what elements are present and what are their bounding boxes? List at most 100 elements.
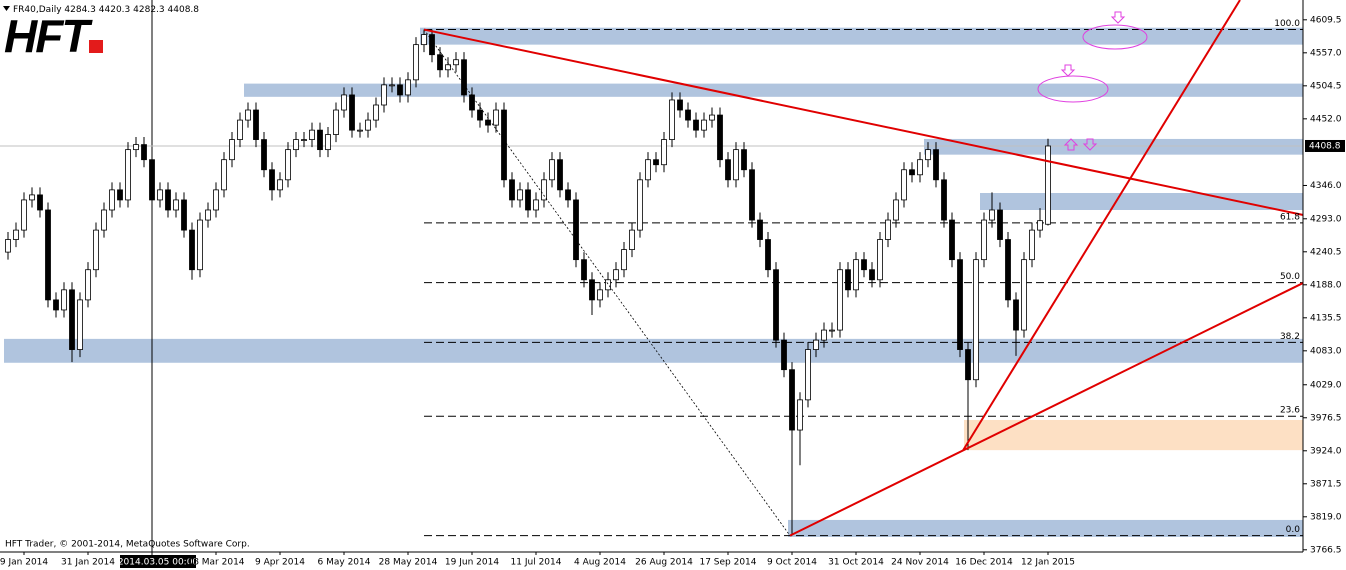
candle-body bbox=[725, 159, 731, 181]
candle-body bbox=[189, 229, 195, 271]
candle-body bbox=[557, 159, 563, 191]
fib-label: 100.0 bbox=[1274, 19, 1300, 29]
candle-body bbox=[525, 189, 531, 211]
candle-body bbox=[61, 289, 67, 311]
candle-body bbox=[1021, 259, 1027, 331]
copyright: HFT Trader, © 2001-2014, MetaQuotes Soft… bbox=[5, 540, 250, 550]
target-ellipse bbox=[1082, 24, 1148, 50]
candle-body bbox=[413, 44, 419, 81]
candle-body bbox=[461, 59, 467, 96]
candle-body bbox=[981, 219, 987, 261]
candle-body bbox=[429, 34, 435, 56]
y-tick-label: 3766.5 bbox=[1310, 545, 1342, 555]
candle-body bbox=[181, 199, 187, 231]
candle-body bbox=[973, 259, 979, 381]
candle-body bbox=[757, 219, 763, 240]
candle-body bbox=[253, 109, 259, 140]
header-text: FR40,Daily 4284.3 4420.3 4282.3 4408.8 bbox=[13, 5, 199, 15]
y-tick-label: 4135.5 bbox=[1310, 313, 1342, 323]
candle-body bbox=[957, 259, 963, 350]
x-tick-label: 11 Jul 2014 bbox=[511, 558, 562, 568]
candle-body bbox=[445, 64, 451, 71]
candle-body bbox=[845, 269, 851, 291]
candle-body bbox=[197, 219, 203, 271]
candle-body bbox=[997, 209, 1003, 240]
candle-body bbox=[797, 399, 803, 431]
x-tick-label: 6 May 2014 bbox=[318, 558, 371, 568]
candle-body bbox=[133, 144, 139, 151]
candle-body bbox=[893, 199, 899, 221]
candle-body bbox=[373, 104, 379, 121]
candle-body bbox=[669, 99, 675, 140]
candle-body bbox=[813, 339, 819, 350]
candle-body bbox=[837, 269, 843, 331]
candle-body bbox=[325, 134, 331, 151]
candle-body bbox=[925, 149, 931, 161]
candle-body bbox=[45, 209, 51, 301]
y-tick-label: 4557.0 bbox=[1310, 48, 1342, 58]
candle-body bbox=[829, 329, 835, 332]
candle-body bbox=[261, 139, 267, 171]
candle-body bbox=[333, 109, 339, 135]
y-tick-label: 4293.0 bbox=[1310, 214, 1342, 224]
candle-body bbox=[277, 179, 283, 191]
candle-body bbox=[37, 194, 43, 211]
y-tick-label: 4240.5 bbox=[1310, 247, 1342, 257]
logo: HFT bbox=[4, 10, 103, 62]
price-zone bbox=[924, 138, 1303, 155]
candle-body bbox=[205, 209, 211, 221]
fib-label: 23.6 bbox=[1280, 406, 1300, 416]
candle-body bbox=[941, 179, 947, 221]
candle-body bbox=[53, 299, 59, 311]
close: 4408.8 bbox=[168, 5, 200, 15]
candle-body bbox=[341, 94, 347, 111]
candle-body bbox=[789, 369, 795, 431]
candle-body bbox=[965, 349, 971, 381]
candle-body bbox=[301, 139, 307, 141]
candle-body bbox=[1029, 229, 1035, 261]
candle-body bbox=[293, 139, 299, 151]
candle-body bbox=[733, 149, 739, 181]
x-tick-label: 19 Jun 2014 bbox=[445, 558, 499, 568]
down-arrow bbox=[1060, 64, 1076, 77]
down-arrow bbox=[1082, 138, 1098, 151]
candle-body bbox=[269, 169, 275, 191]
price-zone bbox=[788, 519, 1303, 537]
y-tick-label: 4452.0 bbox=[1310, 114, 1342, 124]
candle-body bbox=[13, 229, 19, 240]
candle-body bbox=[677, 99, 683, 111]
x-tick-label: 17 Sep 2014 bbox=[699, 558, 756, 568]
header: FR40,Daily 4284.3 4420.3 4282.3 4408.8 bbox=[3, 5, 199, 15]
price-zone bbox=[964, 419, 1303, 451]
x-tick-label: 31 Jan 2014 bbox=[61, 558, 115, 568]
candle-body bbox=[1005, 239, 1011, 301]
candle-body bbox=[933, 149, 939, 181]
trendline bbox=[962, 0, 1241, 451]
candle-body bbox=[469, 94, 475, 111]
fib-label: 0.0 bbox=[1286, 525, 1301, 535]
candle-body bbox=[349, 94, 355, 131]
x-tick-label: 9 Oct 2014 bbox=[767, 558, 817, 568]
candle-body bbox=[149, 159, 155, 201]
candle-body bbox=[493, 109, 499, 126]
candle-body bbox=[869, 269, 875, 281]
candle-body bbox=[781, 339, 787, 371]
candle-body bbox=[517, 189, 523, 201]
candle-body bbox=[661, 139, 667, 166]
y-tick-label: 4083.0 bbox=[1310, 346, 1342, 356]
candle-body bbox=[565, 189, 571, 201]
price-zone bbox=[980, 193, 1303, 210]
candle-body bbox=[405, 79, 411, 96]
candle-body bbox=[989, 209, 995, 221]
candle-body bbox=[549, 159, 555, 181]
x-tick-label: 16 Dec 2014 bbox=[955, 558, 1013, 568]
candle-body bbox=[909, 169, 915, 176]
y-tick-label: 3976.5 bbox=[1310, 413, 1342, 423]
candle-body bbox=[109, 189, 115, 211]
candle-body bbox=[485, 119, 491, 126]
candle-body bbox=[805, 349, 811, 401]
x-tick-label: 4 Aug 2014 bbox=[574, 558, 626, 568]
candle-body bbox=[709, 114, 715, 121]
candle-body bbox=[717, 114, 723, 161]
